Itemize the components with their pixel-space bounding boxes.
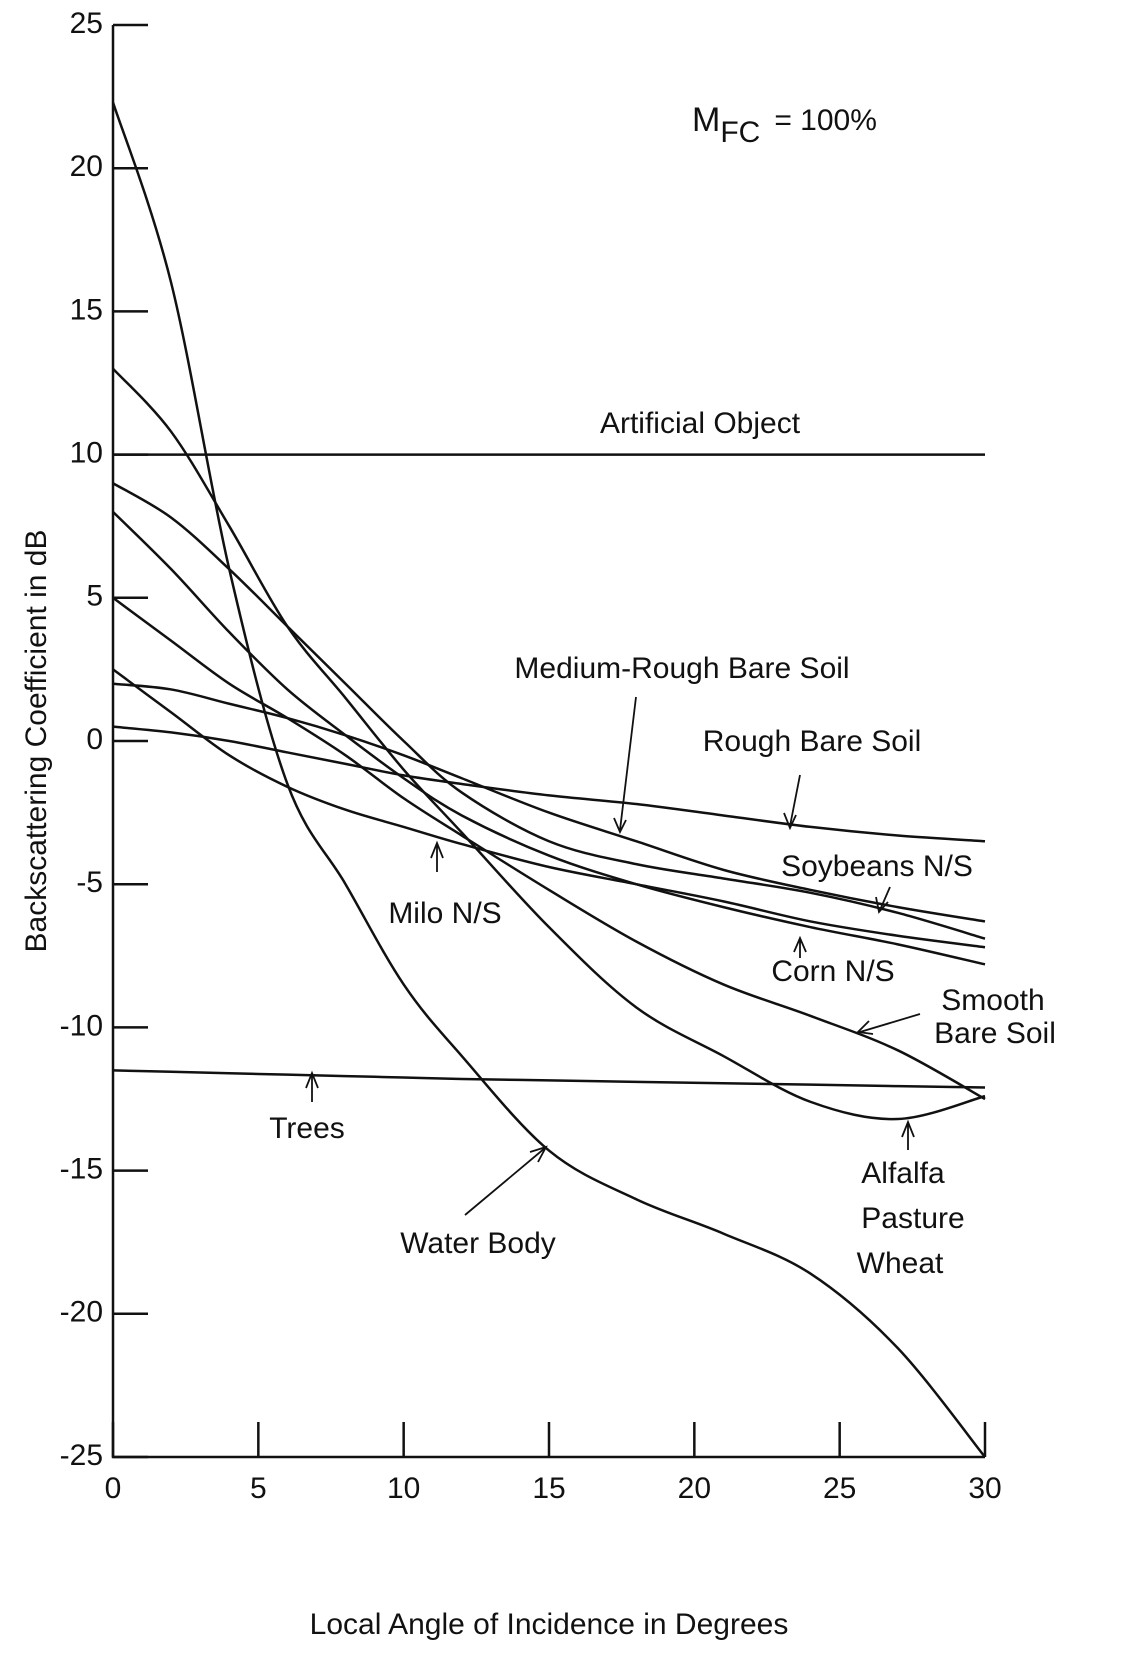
y-tick-label: 15 <box>70 293 103 326</box>
y-tick-label: -25 <box>60 1439 103 1472</box>
y-tick-label: -5 <box>76 866 103 899</box>
line-series <box>111 101 986 1458</box>
y-tick-label: -15 <box>60 1153 103 1186</box>
x-tick-label: 15 <box>532 1472 565 1505</box>
x-tick-label: 30 <box>968 1472 1001 1505</box>
line-series <box>112 367 986 1121</box>
y-tick-label: 5 <box>86 580 103 613</box>
header-text: = 100% <box>774 104 877 137</box>
annotation: Artificial Object <box>600 407 801 440</box>
annotation: Smooth <box>941 984 1044 1017</box>
line-series <box>112 725 986 843</box>
x-tick-label: 25 <box>823 1472 856 1505</box>
x-axis-label: Local Angle of Incidence in Degrees <box>310 1608 789 1641</box>
y-tick-label: -20 <box>60 1296 103 1329</box>
y-tick-label: 10 <box>70 437 103 470</box>
x-tick-label: 0 <box>105 1472 122 1505</box>
annotation: Corn N/S <box>771 955 894 988</box>
header-symbol: M <box>692 101 720 139</box>
annotation: Rough Bare Soil <box>703 725 921 758</box>
annotation: Water Body <box>400 1227 556 1260</box>
line-series <box>112 682 986 923</box>
y-tick-label: 0 <box>86 723 103 756</box>
y-tick-label: 20 <box>70 150 103 183</box>
header: MFC = 100% <box>692 101 877 149</box>
annotation: Trees <box>269 1112 345 1145</box>
y-tick-label: 25 <box>70 7 103 40</box>
header-subscript: FC <box>720 116 760 149</box>
line-series <box>112 510 986 966</box>
annotation: Milo N/S <box>388 897 501 930</box>
annotation: Pasture <box>861 1202 964 1235</box>
x-tick-label: 10 <box>387 1472 420 1505</box>
annotation: Wheat <box>857 1247 944 1280</box>
line-series <box>112 1069 986 1089</box>
line-series <box>112 668 986 949</box>
y-tick-label: -10 <box>60 1009 103 1042</box>
line-series <box>112 482 986 940</box>
annotation: Medium-Rough Bare Soil <box>514 652 849 685</box>
annotation: Bare Soil <box>934 1017 1056 1050</box>
x-tick-label: 5 <box>250 1472 267 1505</box>
annotation: Alfalfa <box>861 1157 945 1190</box>
x-tick-label: 20 <box>678 1472 711 1505</box>
annotation: Soybeans N/S <box>781 850 973 883</box>
y-axis-label: Backscattering Coefficient in dB <box>20 529 53 952</box>
